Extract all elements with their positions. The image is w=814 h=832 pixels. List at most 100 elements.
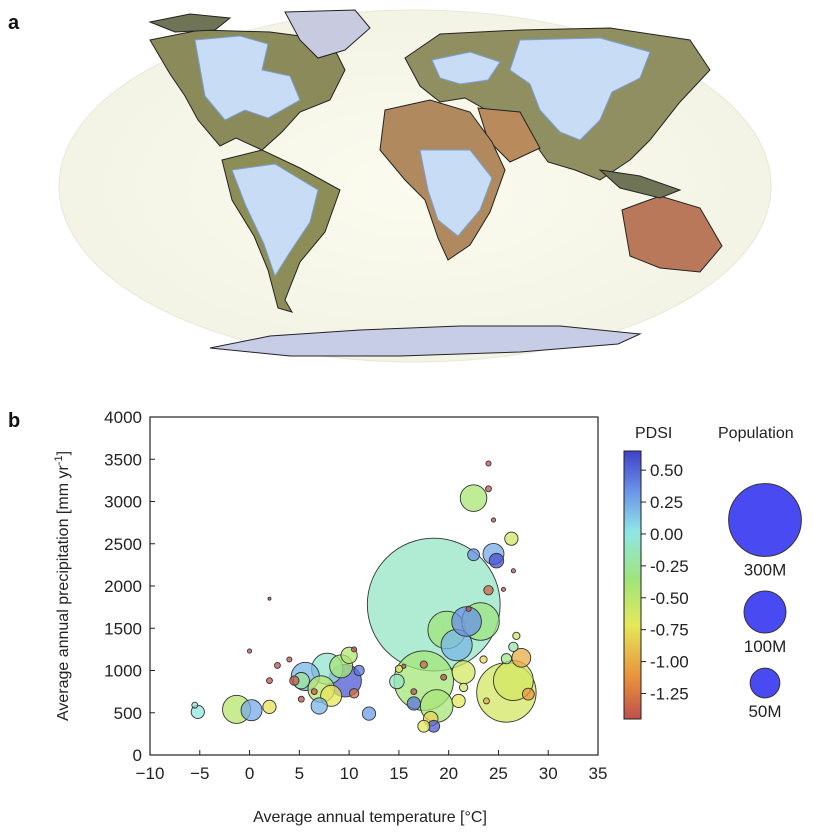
data-point [247, 648, 253, 654]
data-point [289, 675, 300, 686]
data-point [512, 631, 521, 640]
colorbar-ticks: 0.50 0.25 0.00 -0.25 -0.50 -0.75 -1.00 -1.25 [641, 461, 689, 703]
y-axis-label-close: ] [55, 451, 72, 455]
y-tick-label: 500 [114, 704, 142, 723]
y-axis-label-superscript: -1 [53, 455, 65, 465]
data-point [351, 646, 358, 653]
x-axis: −10 −5 0 5 10 15 20 25 30 35 [136, 750, 608, 783]
y-axis-label-main: Average annual precipitation [mm yr [55, 465, 72, 722]
colorbar-tick-label: -0.25 [650, 557, 689, 576]
y-tick-label: 1500 [104, 619, 142, 638]
y-tick-label: 1000 [104, 662, 142, 681]
data-point [504, 531, 519, 546]
data-point [410, 688, 418, 696]
x-tick-label: 5 [295, 764, 304, 783]
colorbar-title: PDSI [635, 425, 672, 442]
data-point [451, 660, 476, 685]
data-point [459, 484, 488, 512]
colorbar-tick-label: -0.50 [650, 589, 689, 608]
y-tick-label: 3500 [104, 450, 142, 469]
pdsi-colorbar [623, 450, 642, 720]
data-point [361, 706, 377, 721]
x-tick-label: 0 [245, 764, 254, 783]
data-point [240, 699, 263, 722]
data-point [417, 719, 431, 733]
continent-australia [621, 195, 723, 273]
size-legend: 300M 100M 50M [728, 483, 802, 721]
data-point [394, 664, 403, 673]
eurasia-basins [509, 37, 651, 141]
data-point [465, 605, 472, 612]
y-tick-label: 4000 [104, 408, 142, 427]
x-tick-label: 15 [389, 764, 408, 783]
south-america-basins [231, 163, 319, 278]
data-point [510, 568, 516, 574]
africa-basins [419, 149, 493, 237]
data-point [274, 662, 281, 669]
size-legend-title: Population [718, 425, 794, 442]
data-point [286, 656, 293, 663]
data-point [508, 641, 519, 652]
data-point [266, 677, 273, 685]
data-point [353, 664, 365, 677]
data-point [262, 699, 277, 714]
y-tick-label: 2500 [104, 535, 142, 554]
data-point [406, 696, 421, 711]
colorbar-tick-label: -1.25 [650, 684, 689, 703]
size-legend-label: 100M [744, 637, 787, 656]
arctic-islands [148, 13, 232, 33]
data-point [401, 663, 407, 669]
data-point [479, 655, 488, 664]
size-legend-circle [728, 483, 802, 557]
data-point [451, 693, 466, 709]
data-point [419, 660, 428, 669]
data-point [521, 687, 535, 701]
x-tick-label: 10 [340, 764, 359, 783]
data-point [389, 673, 405, 690]
data-point [297, 695, 305, 703]
colorbar-tick-label: -1.00 [650, 653, 689, 672]
y-tick-label: 2000 [104, 577, 142, 596]
size-legend-circle [749, 667, 781, 699]
x-tick-label: 25 [489, 764, 508, 783]
colorbar-tick-label: 0.00 [650, 525, 683, 544]
size-legend-label: 50M [748, 702, 781, 721]
x-axis-label: Average annual temperature [°C] [253, 809, 487, 826]
data-point [483, 585, 494, 596]
y-axis-label: Average annual precipitation [mm yr-1] [53, 451, 72, 721]
panel-b-label: b [8, 410, 21, 432]
x-tick-label: −5 [190, 764, 209, 783]
data-point [500, 653, 513, 665]
data-point [511, 647, 532, 668]
colorbar-tick-label: -0.75 [650, 621, 689, 640]
y-tick-label: 3000 [104, 493, 142, 512]
size-legend-circle [743, 590, 787, 634]
x-tick-label: 20 [439, 764, 458, 783]
greenland [284, 9, 371, 59]
data-point [490, 517, 497, 523]
data-point [488, 552, 505, 569]
y-tick-label: 0 [133, 746, 142, 765]
y-axis: 0 500 1000 1500 2000 2500 3000 3500 4000 [104, 408, 155, 765]
data-point [458, 682, 469, 693]
antarctica [209, 325, 642, 357]
x-tick-label: −10 [136, 764, 165, 783]
data-points [190, 460, 537, 733]
data-point [348, 688, 360, 699]
world-map [58, 9, 772, 363]
data-point [310, 688, 318, 696]
data-point [485, 485, 492, 493]
data-point [191, 701, 199, 709]
data-point [267, 596, 272, 601]
europe-basins [431, 51, 501, 85]
north-america-basins [194, 35, 301, 121]
data-point [467, 548, 480, 562]
data-point [451, 606, 482, 637]
data-point [483, 697, 490, 705]
colorbar-tick-label: 0.50 [650, 461, 683, 480]
x-tick-label: 35 [589, 764, 608, 783]
x-tick-label: 30 [539, 764, 558, 783]
data-point [440, 673, 448, 681]
data-point [485, 460, 492, 467]
